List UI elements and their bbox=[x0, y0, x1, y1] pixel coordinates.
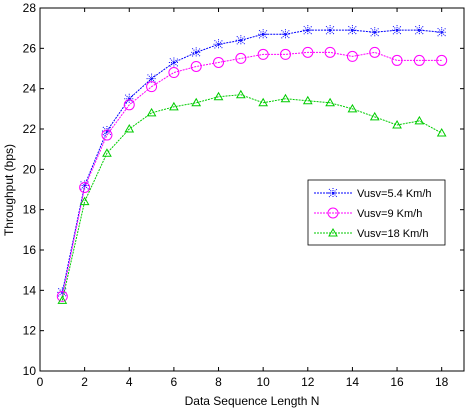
data-point bbox=[369, 27, 380, 38]
data-point bbox=[325, 97, 335, 107]
data-point bbox=[124, 123, 135, 133]
data-point bbox=[56, 290, 68, 302]
legend-entry-1: Vusv=5.4 Km/h bbox=[314, 188, 432, 200]
data-point bbox=[413, 54, 425, 66]
legend-label: Vusv=18 Km/h bbox=[357, 228, 428, 240]
x-tick-label: 18 bbox=[435, 375, 449, 389]
data-point bbox=[57, 287, 68, 298]
data-point bbox=[235, 52, 247, 64]
data-point bbox=[346, 50, 358, 62]
legend-label: Vusv=5.4 Km/h bbox=[357, 188, 432, 200]
legend-entry-3: Vusv=18 Km/h bbox=[314, 227, 428, 240]
data-point bbox=[369, 46, 381, 58]
data-point bbox=[101, 126, 112, 137]
data-point bbox=[280, 93, 291, 103]
y-tick-label: 20 bbox=[23, 162, 37, 176]
data-point bbox=[302, 95, 313, 105]
data-point bbox=[325, 25, 336, 36]
x-tick-label: 16 bbox=[390, 375, 404, 389]
series-1 bbox=[57, 25, 447, 298]
data-point bbox=[328, 227, 338, 237]
y-tick-label: 16 bbox=[23, 243, 37, 257]
y-tick-label: 24 bbox=[23, 82, 37, 96]
data-point bbox=[146, 81, 158, 93]
data-point bbox=[392, 119, 402, 129]
data-point bbox=[327, 207, 339, 219]
x-tick-label: 2 bbox=[81, 375, 88, 389]
y-tick-label: 18 bbox=[23, 203, 37, 217]
data-point bbox=[414, 115, 425, 125]
data-point bbox=[302, 46, 314, 58]
data-point bbox=[436, 27, 447, 38]
data-point bbox=[146, 73, 157, 84]
data-point bbox=[347, 25, 358, 36]
y-tick-label: 28 bbox=[23, 1, 37, 15]
series-line bbox=[61, 94, 442, 301]
data-point bbox=[414, 25, 425, 36]
data-point bbox=[392, 25, 403, 36]
y-tick-label: 26 bbox=[23, 41, 37, 55]
data-point bbox=[124, 93, 135, 104]
legend-entry-2: Vusv=9 Km/h bbox=[314, 207, 422, 220]
data-point bbox=[101, 129, 113, 141]
series-3 bbox=[57, 89, 447, 304]
x-tick-label: 12 bbox=[301, 375, 315, 389]
data-point bbox=[436, 128, 447, 137]
data-point bbox=[102, 148, 112, 157]
data-point bbox=[391, 54, 403, 66]
y-axis-title: Throughput (bps) bbox=[2, 144, 16, 236]
data-point bbox=[146, 107, 157, 117]
x-tick-label: 10 bbox=[256, 375, 270, 389]
x-axis-title: Data Sequence Length N bbox=[185, 394, 320, 408]
data-point bbox=[190, 60, 202, 72]
data-point bbox=[258, 97, 269, 107]
data-point bbox=[168, 57, 179, 68]
y-tick-label: 22 bbox=[23, 122, 37, 136]
data-point bbox=[328, 188, 338, 198]
x-tick-label: 6 bbox=[171, 375, 178, 389]
data-point bbox=[213, 39, 224, 50]
series-line bbox=[61, 51, 442, 297]
data-point bbox=[168, 67, 180, 79]
y-tick-label: 14 bbox=[23, 283, 37, 297]
x-tick-label: 8 bbox=[215, 375, 222, 389]
data-point bbox=[79, 196, 90, 206]
data-point bbox=[302, 25, 313, 36]
series-layer bbox=[56, 25, 448, 304]
data-point bbox=[235, 89, 246, 99]
data-point bbox=[436, 54, 448, 66]
x-tick-label: 14 bbox=[346, 375, 360, 389]
data-point bbox=[235, 35, 246, 46]
data-point bbox=[169, 101, 179, 111]
data-point bbox=[257, 48, 269, 60]
data-point bbox=[213, 56, 225, 68]
data-point bbox=[79, 181, 91, 193]
data-point bbox=[347, 103, 358, 113]
data-point bbox=[123, 99, 135, 111]
y-tick-label: 10 bbox=[23, 364, 37, 378]
data-point bbox=[369, 111, 380, 121]
legend: Vusv=5.4 Km/h Vusv=9 Km/h Vusv=18 Km/h bbox=[307, 179, 446, 246]
series-2 bbox=[56, 46, 448, 302]
data-point bbox=[324, 46, 336, 58]
data-point bbox=[213, 91, 224, 101]
legend-label: Vusv=9 Km/h bbox=[357, 208, 422, 220]
data-point bbox=[279, 48, 291, 60]
x-tick-label: 4 bbox=[126, 375, 133, 389]
data-point bbox=[191, 97, 202, 107]
x-tick-label: 0 bbox=[37, 375, 44, 389]
y-tick-label: 12 bbox=[23, 324, 37, 338]
data-point bbox=[57, 295, 68, 304]
